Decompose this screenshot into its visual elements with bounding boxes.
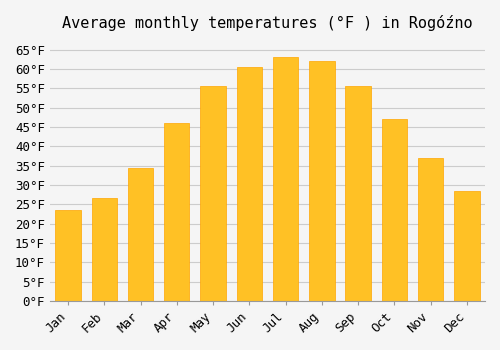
Bar — [236, 67, 262, 301]
Bar — [346, 86, 371, 301]
Bar — [128, 168, 153, 301]
Bar — [309, 61, 334, 301]
Bar — [454, 191, 479, 301]
Bar — [164, 123, 190, 301]
Bar — [273, 57, 298, 301]
Title: Average monthly temperatures (°F ) in Rogóźno: Average monthly temperatures (°F ) in Ro… — [62, 15, 472, 31]
Bar — [56, 210, 80, 301]
Bar — [92, 198, 117, 301]
Bar — [418, 158, 444, 301]
Bar — [200, 86, 226, 301]
Bar — [382, 119, 407, 301]
